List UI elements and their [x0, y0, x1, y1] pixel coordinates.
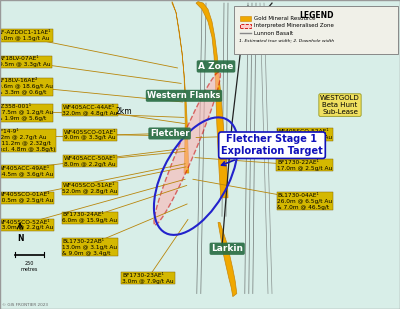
Text: WF405ACC-49AE¹
34.5m @ 3.6g/t Au: WF405ACC-49AE¹ 34.5m @ 3.6g/t Au — [0, 166, 53, 177]
Text: BF1730-24AE¹
6.0m @ 15.9g/t Au: BF1730-24AE¹ 6.0m @ 15.9g/t Au — [62, 213, 118, 223]
Text: WF405SCO-52AE¹
13.0m @ 2.2g/t Au: WF405SCO-52AE¹ 13.0m @ 2.2g/t Au — [0, 220, 53, 230]
Text: FZ358-001¹
17.5m @ 1.2g/t Au
& 1.9m @ 5.6g/t: FZ358-001¹ 17.5m @ 1.2g/t Au & 1.9m @ 5.… — [0, 104, 53, 121]
Text: A Zone: A Zone — [198, 62, 234, 71]
Text: LEGEND: LEGEND — [299, 11, 333, 20]
FancyBboxPatch shape — [240, 16, 251, 21]
Text: BL1730-04AE¹
26.0m @ 6.5g/t Au
& 7.0m @ 46.5g/t: BL1730-04AE¹ 26.0m @ 6.5g/t Au & 7.0m @ … — [277, 193, 332, 210]
Text: Lunnon Basalt: Lunnon Basalt — [254, 31, 293, 36]
Text: BF1730-22AE¹
17.0m @ 2.5g/t Au: BF1730-22AE¹ 17.0m @ 2.5g/t Au — [277, 160, 332, 171]
Ellipse shape — [154, 72, 220, 225]
Text: WF405SCO-01AE¹
9.0m @ 3.3g/t Au: WF405SCO-01AE¹ 9.0m @ 3.3g/t Au — [64, 130, 116, 140]
Text: BF1730-23AE¹
3.0m @ 7.9g/t Au: BF1730-23AE¹ 3.0m @ 7.9g/t Au — [122, 273, 174, 283]
Text: WF405SCO-01AE¹
10.5m @ 2.5g/t Au: WF405SCO-01AE¹ 10.5m @ 2.5g/t Au — [0, 193, 53, 203]
Text: 2km: 2km — [116, 107, 132, 116]
Text: WF405ACC-44AE¹
32.0m @ 4.8g/t Au: WF405ACC-44AE¹ 32.0m @ 4.8g/t Au — [62, 105, 118, 116]
Text: AIF: AIF — [245, 36, 258, 45]
Text: WF405ACC-50AE¹
8.0m @ 2.2g/t Au: WF405ACC-50AE¹ 8.0m @ 2.2g/t Au — [64, 156, 116, 167]
Text: Gold Mineral Resource: Gold Mineral Resource — [254, 16, 316, 21]
Text: AF18LV-16AE²
0.6m @ 18.6g/t Au
& 3.3m @ 0.6g/t: AF18LV-16AE² 0.6m @ 18.6g/t Au & 3.3m @ … — [0, 78, 53, 95]
Text: N: N — [17, 234, 23, 243]
Text: WF14-9¹
6.2m @ 2.7g/t Au
& 11.2m @ 2.32g/t
(incl. 4.8m @ 3.8g/t): WF14-9¹ 6.2m @ 2.7g/t Au & 11.2m @ 2.32g… — [0, 129, 56, 152]
Text: Fletcher Stage 1
Exploration Target: Fletcher Stage 1 Exploration Target — [221, 134, 323, 166]
Text: Larkin: Larkin — [211, 244, 243, 253]
Text: 250
metres: 250 metres — [21, 261, 38, 272]
Text: WF405SCO-52AE¹
11.0m @ 4.7g/t Au: WF405SCO-52AE¹ 11.0m @ 4.7g/t Au — [277, 129, 332, 140]
Polygon shape — [172, 2, 189, 173]
Text: AF-AZDDC1-11AE¹
4.0m @ 1.5g/t Au: AF-AZDDC1-11AE¹ 4.0m @ 1.5g/t Au — [0, 30, 52, 41]
Text: Western Flanks: Western Flanks — [147, 91, 221, 100]
FancyBboxPatch shape — [234, 6, 398, 54]
Text: Fletcher: Fletcher — [150, 129, 189, 138]
Text: © GIS FRONTIER 2023: © GIS FRONTIER 2023 — [2, 303, 48, 307]
FancyBboxPatch shape — [240, 24, 251, 28]
Text: BL1730-22AB¹
13.0m @ 3.1g/t Au
& 9.0m @ 3.4g/t: BL1730-22AB¹ 13.0m @ 3.1g/t Au & 9.0m @ … — [62, 239, 118, 256]
Text: WESTGOLD
Beta Hunt
Sub-Lease: WESTGOLD Beta Hunt Sub-Lease — [320, 95, 360, 115]
Polygon shape — [196, 2, 228, 198]
Text: Interpreted Mineralised Zone: Interpreted Mineralised Zone — [254, 23, 334, 28]
Polygon shape — [218, 222, 237, 297]
Text: AF18LV-07AE¹
9.5m @ 3.3g/t Au: AF18LV-07AE¹ 9.5m @ 3.3g/t Au — [0, 57, 51, 67]
Text: 1. Estimated true width; 2. Downhole width: 1. Estimated true width; 2. Downhole wid… — [239, 38, 334, 42]
Text: WF405SCO-51AE¹
52.0m @ 2.8g/t Au: WF405SCO-51AE¹ 52.0m @ 2.8g/t Au — [62, 183, 118, 194]
